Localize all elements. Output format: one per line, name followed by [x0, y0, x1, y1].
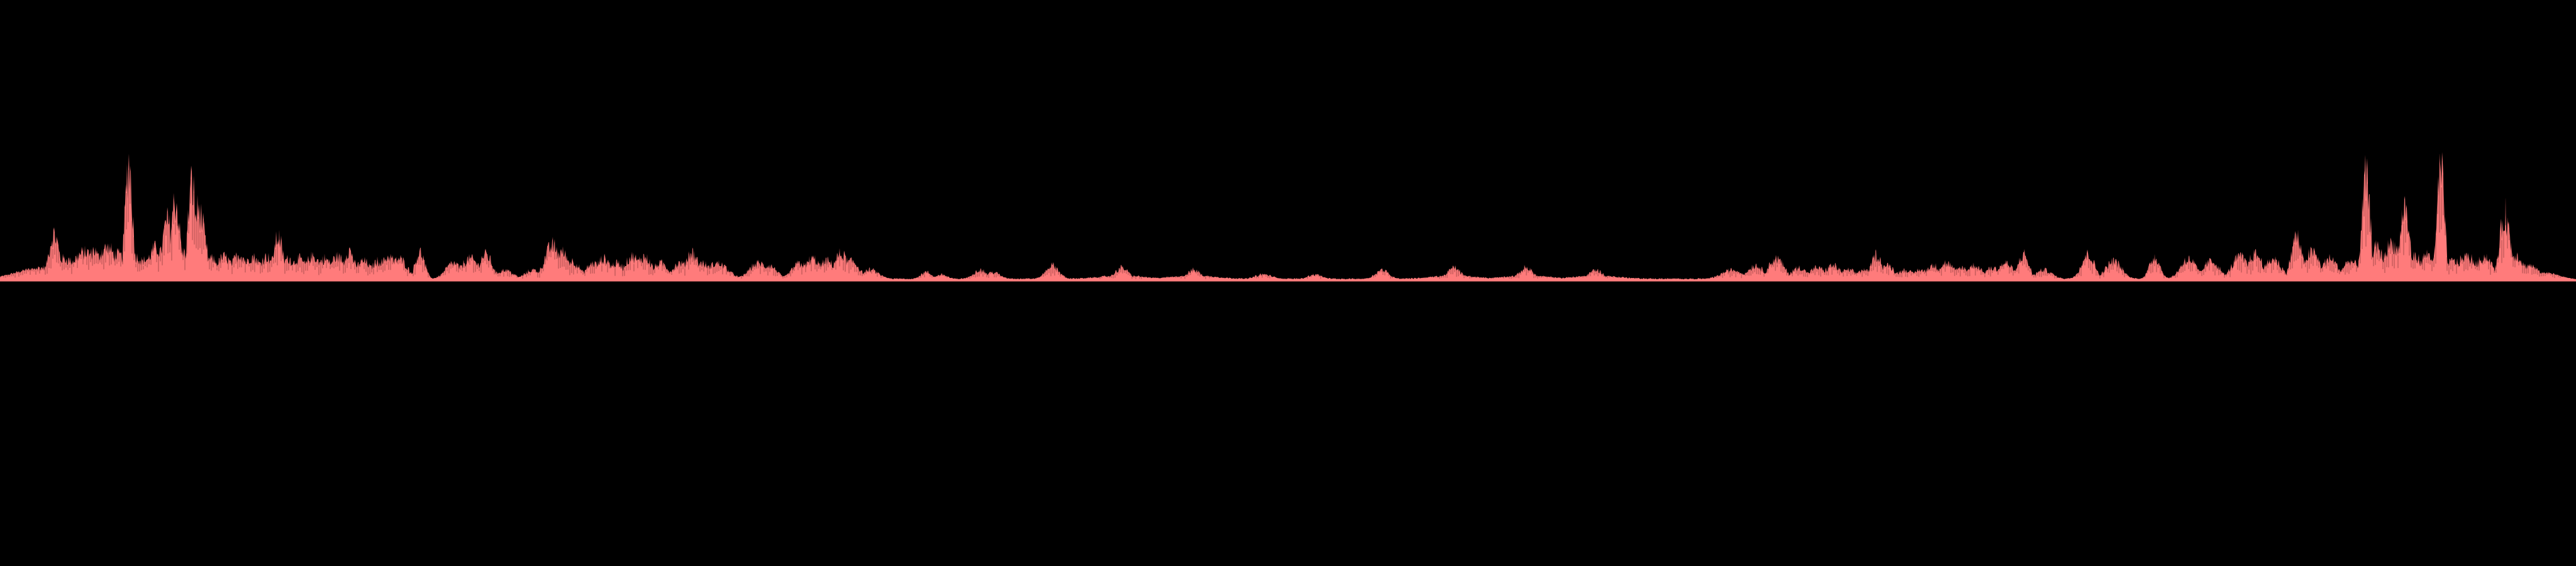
waveform-area — [0, 152, 2576, 280]
series-layer — [0, 152, 2576, 282]
waveform-texture — [0, 153, 2563, 279]
